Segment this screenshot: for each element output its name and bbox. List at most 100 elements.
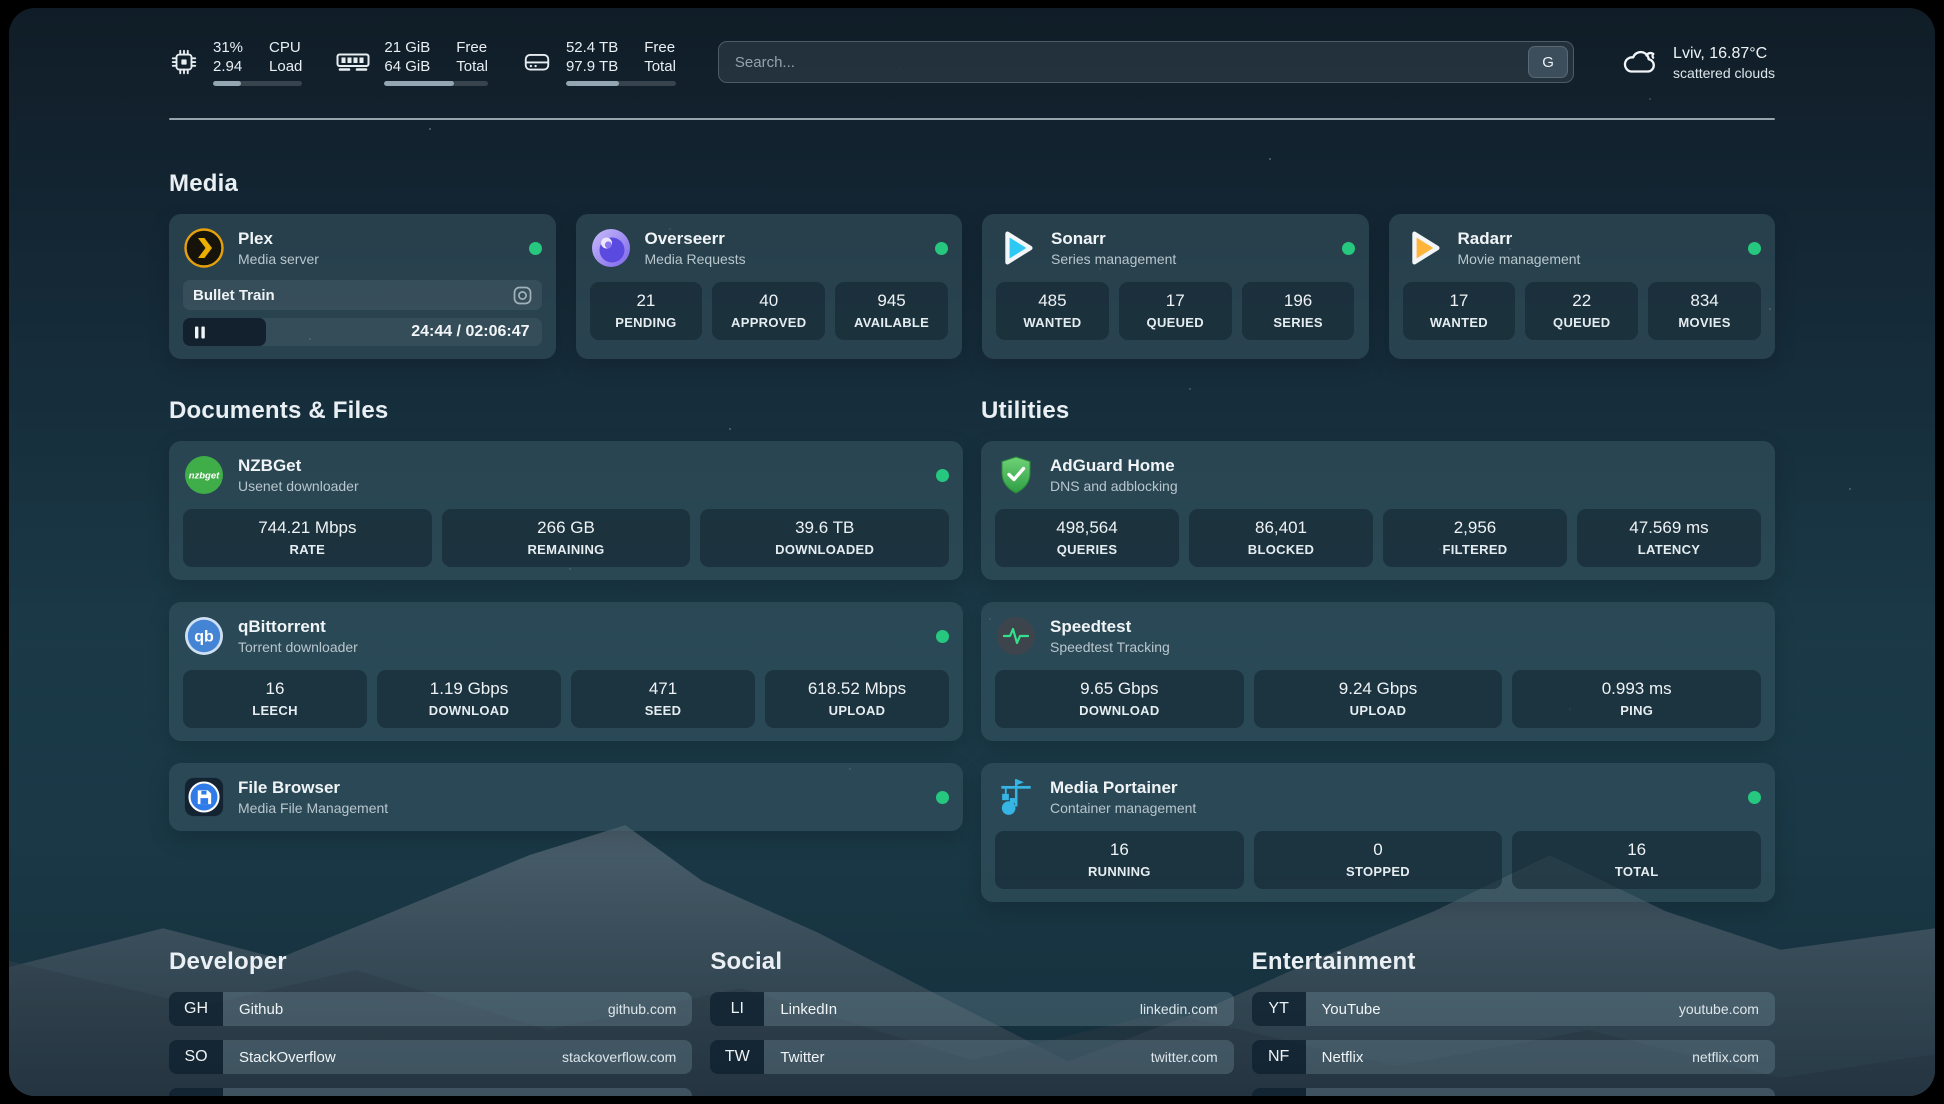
app-name: Plex [238, 229, 273, 248]
cloud-icon [1623, 50, 1655, 73]
card-radarr[interactable]: Radarr Movie management 17 WANTED 22 QUE… [1388, 214, 1775, 359]
bookmark-twitter[interactable]: TW Twitter twitter.com [710, 1040, 1234, 1074]
stat-queries: 498,564 QUERIES [995, 509, 1179, 567]
svg-text:nzbget: nzbget [189, 471, 220, 482]
stat-total: 16 TOTAL [1512, 831, 1762, 889]
card-qbittorrent[interactable]: qb qBittorrent Torrent downloader [169, 602, 963, 741]
status-indicator [528, 241, 542, 255]
bookmark-github[interactable]: GH Github github.com [169, 992, 693, 1026]
system-stats: 31% 2.94 CPU Load [169, 38, 676, 86]
stat-running: 16 RUNNING [995, 831, 1244, 889]
app-subtitle: Speedtest Tracking [1050, 639, 1170, 655]
stat-seed: 471 SEED [571, 670, 755, 728]
card-filebrowser[interactable]: File Browser Media File Management [169, 763, 963, 831]
section-title-entertainment: Entertainment [1251, 948, 1416, 975]
weather-widget: Lviv, 16.87°C scattered clouds [1620, 43, 1775, 82]
bookmark-name: LinkedIn [780, 1000, 838, 1018]
bookmark-url: stackoverflow.com [561, 1049, 677, 1065]
nzbget-icon: nzbget [183, 454, 225, 496]
search-engine-button[interactable]: G [1528, 46, 1569, 78]
pause-icon [195, 326, 205, 338]
stat-download: 1.19 Gbps DOWNLOAD [377, 670, 561, 728]
search-input[interactable] [732, 52, 1529, 72]
status-indicator [935, 241, 948, 255]
card-overseerr[interactable]: Overseerr Media Requests 21 PENDING 40 A… [575, 214, 962, 359]
ram-values: 21 GiB 64 GiB [384, 39, 431, 75]
status-indicator [1748, 790, 1761, 804]
now-playing-row: Bullet Train [183, 280, 542, 310]
app-subtitle: Series management [1051, 251, 1177, 267]
bookmark-name: StackOverflow [239, 1048, 336, 1066]
bookmark-abbr: NF [1251, 1040, 1306, 1074]
bookmark-name: Github [239, 1000, 284, 1018]
card-plex[interactable]: Plex Media server Bullet Train [169, 214, 556, 359]
stat-filtered: 2,956 FILTERED [1383, 509, 1567, 567]
stat-movies: 834 MOVIES [1648, 282, 1761, 340]
bookmark-abbr: DT [169, 1088, 223, 1096]
bookmark-abbr: RE [1251, 1088, 1306, 1096]
stat-downloaded: 39.6 TB DOWNLOADED [700, 509, 950, 567]
card-sonarr[interactable]: Sonarr Series management 485 WANTED 17 Q… [982, 214, 1369, 359]
card-adguard[interactable]: AdGuard Home DNS and adblocking 498,564 … [981, 441, 1775, 580]
section-title-media: Media [169, 170, 239, 197]
app-name: Radarr [1457, 229, 1513, 248]
ram-labels: Free Total [456, 39, 488, 75]
playback-progress-bar[interactable]: 24:44 / 02:06:47 [183, 318, 542, 346]
bookmark-abbr: TW [710, 1040, 765, 1074]
adguard-icon [995, 454, 1037, 496]
stat-leech: 16 LEECH [183, 670, 367, 728]
app-name: Overseerr [644, 229, 725, 248]
stat-available: 945 AVAILABLE [835, 282, 948, 340]
bookmark-url: github.com [607, 1001, 677, 1017]
stat-upload: 9.24 Gbps UPLOAD [1253, 670, 1503, 728]
stat-pending: 21 PENDING [589, 282, 703, 340]
cpu-values: 31% 2.94 [213, 39, 244, 75]
card-speedtest[interactable]: Speedtest Speedtest Tracking 9.65 Gbps D… [981, 602, 1775, 741]
now-playing-title: Bullet Train [193, 286, 275, 304]
bookmark-url: twitter.com [1150, 1049, 1218, 1065]
stat-wanted: 17 WANTED [1402, 282, 1516, 340]
stat-download: 9.65 Gbps DOWNLOAD [995, 670, 1244, 728]
app-name: AdGuard Home [1050, 456, 1175, 475]
cpu-labels: CPU Load [269, 39, 303, 75]
app-name: qBittorrent [238, 617, 326, 636]
bookmark-url: linkedin.com [1139, 1001, 1218, 1017]
app-subtitle: Usenet downloader [238, 478, 359, 494]
playback-time: 24:44 / 02:06:47 [411, 323, 530, 340]
top-bar: 31% 2.94 CPU Load [169, 30, 1775, 94]
app-name: Speedtest [1050, 617, 1132, 636]
plex-icon [183, 227, 225, 269]
section-title-social: Social [710, 948, 783, 975]
bookmark-name: Netflix [1321, 1048, 1364, 1066]
bookmark-netflix[interactable]: NF Netflix netflix.com [1251, 1040, 1775, 1074]
card-nzbget[interactable]: nzbget NZBGet Usenet downloader 74 [169, 441, 963, 580]
disk-labels: Free Total [644, 39, 676, 75]
bookmark-url: netflix.com [1692, 1049, 1759, 1065]
app-subtitle: Media server [238, 251, 319, 267]
qbittorrent-icon: qb [183, 615, 225, 657]
cpu-stat: 31% 2.94 CPU Load [169, 38, 303, 86]
app-name: NZBGet [238, 456, 302, 475]
ram-stat: 21 GiB 64 GiB Free Total [336, 38, 488, 86]
snow-specks [9, 8, 11, 10]
overseerr-icon [590, 227, 632, 269]
weather-condition: scattered clouds [1673, 64, 1775, 81]
bookmark-reddit[interactable]: RE Reddit reddit.com [1251, 1088, 1775, 1096]
app-subtitle: Container management [1050, 800, 1197, 816]
header-divider [169, 118, 1775, 120]
speedtest-icon [995, 615, 1037, 657]
session-icon[interactable] [513, 286, 532, 305]
bookmark-linkedin[interactable]: LI LinkedIn linkedin.com [710, 992, 1234, 1026]
stat-series: 196 SERIES [1241, 282, 1355, 340]
bookmark-name: YouTube [1321, 1000, 1381, 1018]
app-subtitle: Torrent downloader [238, 639, 358, 655]
bookmark-youtube[interactable]: YT YouTube youtube.com [1251, 992, 1775, 1026]
app-subtitle: Media Requests [644, 251, 746, 267]
stat-ping: 0.993 ms PING [1512, 670, 1762, 728]
section-title-developer: Developer [169, 948, 287, 975]
bookmark-stackoverflow[interactable]: SO StackOverflow stackoverflow.com [169, 1040, 693, 1074]
playback-progress-fill [183, 318, 266, 346]
bookmark-dev[interactable]: DT DEV dev.to [169, 1088, 693, 1096]
stat-stopped: 0 STOPPED [1253, 831, 1503, 889]
card-portainer[interactable]: Media Portainer Container management 16 … [981, 763, 1775, 902]
